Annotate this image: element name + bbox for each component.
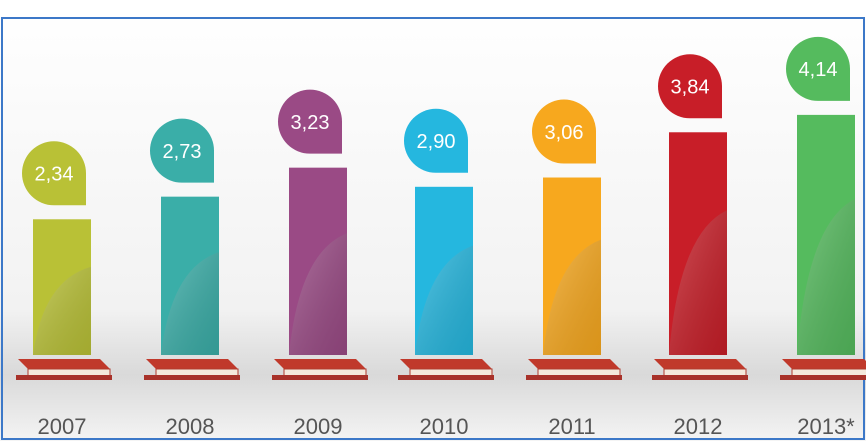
book xyxy=(18,359,110,369)
bar-shine xyxy=(543,239,601,355)
value-label: 2,90 xyxy=(417,131,456,153)
x-tick-label: 2007 xyxy=(38,414,87,439)
book-cover xyxy=(398,375,494,380)
value-bubble xyxy=(658,54,722,119)
value-label: 3,84 xyxy=(671,77,710,99)
book-cover xyxy=(144,375,240,380)
book xyxy=(654,359,746,369)
book-pages xyxy=(27,368,111,377)
x-tick-label: 2011 xyxy=(548,414,595,439)
x-tick-label: 2013* xyxy=(797,414,855,439)
book-cover xyxy=(272,375,368,380)
value-bubble xyxy=(150,118,214,183)
book-pages xyxy=(663,368,747,377)
book-cover xyxy=(652,375,748,380)
top-strip xyxy=(0,0,866,17)
bar-shine xyxy=(797,198,855,355)
book xyxy=(528,359,620,369)
book-pages xyxy=(791,368,866,377)
value-label: 4,14 xyxy=(799,59,838,81)
frame xyxy=(1,17,865,440)
x-tick-label: 2008 xyxy=(166,414,215,439)
value-bubble xyxy=(278,89,342,154)
book-pages xyxy=(283,368,367,377)
book-pages xyxy=(537,368,621,377)
book-cover xyxy=(16,375,112,380)
book-cover xyxy=(780,375,866,380)
x-tick-label: 2009 xyxy=(294,414,343,439)
value-bubble xyxy=(786,36,850,101)
value-label: 3,23 xyxy=(291,112,330,134)
book xyxy=(274,359,366,369)
book xyxy=(782,359,866,369)
x-tick-label: 2012 xyxy=(674,414,723,439)
bar-shine xyxy=(289,233,347,355)
value-label: 3,06 xyxy=(545,122,584,144)
book-pages xyxy=(155,368,239,377)
book xyxy=(146,359,238,369)
bar-shine xyxy=(415,245,473,355)
value-bubble xyxy=(532,99,596,164)
bar-shine xyxy=(161,252,219,355)
bar-shine xyxy=(669,210,727,355)
value-bubble xyxy=(404,108,468,173)
value-label: 2,34 xyxy=(35,164,74,186)
bar-shine xyxy=(33,266,91,355)
book-cover xyxy=(526,375,622,380)
book xyxy=(400,359,492,369)
x-tick-label: 2010 xyxy=(420,414,469,439)
value-bubble xyxy=(22,141,86,206)
book-pages xyxy=(409,368,493,377)
value-label: 2,73 xyxy=(163,141,202,163)
